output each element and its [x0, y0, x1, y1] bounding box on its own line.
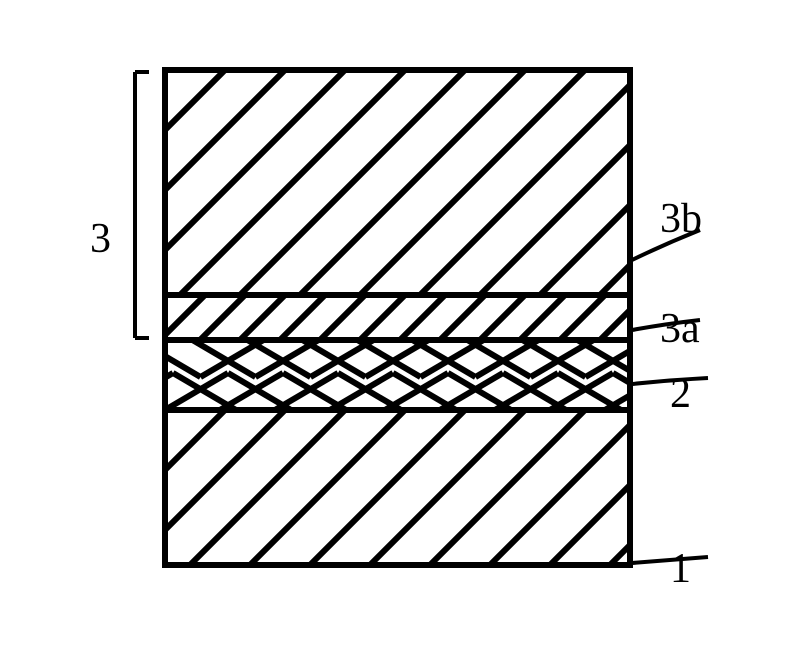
- label-3b: 3b: [660, 195, 702, 243]
- label-3: 3: [90, 215, 111, 263]
- label-2: 2: [670, 370, 691, 418]
- label-1: 1: [670, 545, 691, 593]
- label-3a: 3a: [660, 305, 700, 353]
